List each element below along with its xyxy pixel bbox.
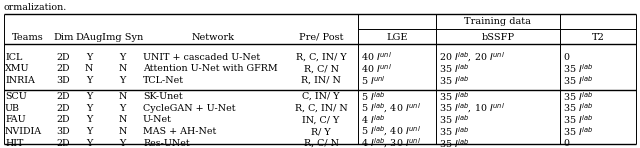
Text: DAug: DAug (76, 33, 102, 41)
Text: 35 $I^{lab}$, 10 $I^{unl}$: 35 $I^{lab}$, 10 $I^{unl}$ (439, 102, 505, 115)
Text: UB: UB (5, 104, 20, 113)
Text: Y: Y (86, 92, 92, 101)
Text: 20 $I^{lab}$, 20 $I^{unl}$: 20 $I^{lab}$, 20 $I^{unl}$ (439, 50, 505, 64)
Text: Pre/ Post: Pre/ Post (299, 33, 343, 41)
Text: Img Syn: Img Syn (102, 33, 143, 41)
Text: 0: 0 (563, 139, 569, 148)
Text: IN, C/ Y: IN, C/ Y (302, 115, 340, 124)
Text: Network: Network (191, 33, 234, 41)
Text: ormalization.: ormalization. (4, 3, 67, 12)
Text: C, IN/ Y: C, IN/ Y (302, 92, 340, 101)
Text: N: N (118, 64, 127, 73)
Text: 35 $I^{lab}$: 35 $I^{lab}$ (439, 90, 469, 103)
Text: Y: Y (120, 139, 125, 148)
Text: HIT: HIT (5, 139, 24, 148)
Text: 35 $I^{lab}$: 35 $I^{lab}$ (563, 74, 593, 87)
Text: R, C, IN/ Y: R, C, IN/ Y (296, 53, 346, 62)
Text: Y: Y (120, 104, 125, 113)
Text: Y: Y (120, 76, 125, 85)
Text: 35 $I^{lab}$: 35 $I^{lab}$ (563, 62, 593, 75)
Text: N: N (118, 127, 127, 136)
Text: 2D: 2D (57, 115, 70, 124)
Text: Y: Y (86, 115, 92, 124)
Text: 2D: 2D (57, 139, 70, 148)
Text: 2D: 2D (57, 64, 70, 73)
Text: N: N (85, 64, 93, 73)
Text: R, C, IN/ N: R, C, IN/ N (294, 104, 348, 113)
Text: N: N (118, 115, 127, 124)
Text: R/ Y: R/ Y (311, 127, 331, 136)
Text: 35 $I^{lab}$: 35 $I^{lab}$ (563, 126, 593, 138)
Text: INRIA: INRIA (5, 76, 35, 85)
Text: SK-Unet: SK-Unet (143, 92, 182, 101)
Text: 40 $I^{unl}$: 40 $I^{unl}$ (361, 51, 392, 63)
Text: CycleGAN + U-Net: CycleGAN + U-Net (143, 104, 236, 113)
Text: bSSFP: bSSFP (481, 33, 515, 41)
Text: 35 $I^{lab}$: 35 $I^{lab}$ (439, 74, 469, 87)
Text: R, C/ N: R, C/ N (303, 64, 339, 73)
Text: 5 $I^{lab}$: 5 $I^{lab}$ (361, 90, 385, 103)
Text: FAU: FAU (5, 115, 26, 124)
Text: 5 $I^{unl}$: 5 $I^{unl}$ (361, 74, 386, 87)
Text: N: N (118, 92, 127, 101)
Text: 35 $I^{lab}$: 35 $I^{lab}$ (439, 126, 469, 138)
Text: Teams: Teams (12, 33, 44, 41)
Text: ICL: ICL (5, 53, 22, 62)
Text: UNIT + cascaded U-Net: UNIT + cascaded U-Net (143, 53, 260, 62)
Text: 35 $I^{lab}$: 35 $I^{lab}$ (439, 114, 469, 126)
Text: MAS + AH-Net: MAS + AH-Net (143, 127, 216, 136)
Text: 35 $I^{lab}$: 35 $I^{lab}$ (439, 137, 469, 148)
Text: 2D: 2D (57, 53, 70, 62)
Text: Training data: Training data (463, 17, 531, 26)
Text: NVIDIA: NVIDIA (5, 127, 42, 136)
Text: 3D: 3D (57, 76, 70, 85)
Text: Y: Y (86, 76, 92, 85)
Text: TCL-Net: TCL-Net (143, 76, 184, 85)
Text: Y: Y (86, 104, 92, 113)
Text: 3D: 3D (57, 127, 70, 136)
Text: 2D: 2D (57, 104, 70, 113)
Text: 35 $I^{lab}$: 35 $I^{lab}$ (563, 114, 593, 126)
Text: R, C/ N: R, C/ N (303, 139, 339, 148)
Text: LGE: LGE (387, 33, 408, 41)
Text: Attention U-Net with GFRM: Attention U-Net with GFRM (143, 64, 278, 73)
Text: Res-UNet: Res-UNet (143, 139, 189, 148)
Text: 5 $I^{lab}$, 40 $I^{unl}$: 5 $I^{lab}$, 40 $I^{unl}$ (361, 102, 421, 115)
Text: 5 $I^{lab}$, 40 $I^{unl}$: 5 $I^{lab}$, 40 $I^{unl}$ (361, 125, 421, 138)
Text: 35 $I^{lab}$: 35 $I^{lab}$ (563, 102, 593, 115)
Text: Y: Y (86, 127, 92, 136)
Text: 4 $I^{lab}$: 4 $I^{lab}$ (361, 114, 385, 126)
Text: Dim: Dim (53, 33, 74, 41)
Text: XMU: XMU (5, 64, 29, 73)
Text: Y: Y (86, 139, 92, 148)
Text: 35 $I^{lab}$: 35 $I^{lab}$ (563, 90, 593, 103)
Text: R, IN/ N: R, IN/ N (301, 76, 341, 85)
Text: SCU: SCU (5, 92, 27, 101)
Text: Y: Y (86, 53, 92, 62)
Text: Y: Y (120, 53, 125, 62)
Text: 2D: 2D (57, 92, 70, 101)
Text: T2: T2 (591, 33, 604, 41)
Text: 35 $I^{lab}$: 35 $I^{lab}$ (439, 62, 469, 75)
Text: 0: 0 (563, 53, 569, 62)
Text: 40 $I^{unl}$: 40 $I^{unl}$ (361, 62, 392, 75)
Text: U-Net: U-Net (143, 115, 172, 124)
Text: 4 $I^{lab}$, 30 $I^{unl}$: 4 $I^{lab}$, 30 $I^{unl}$ (361, 137, 421, 148)
